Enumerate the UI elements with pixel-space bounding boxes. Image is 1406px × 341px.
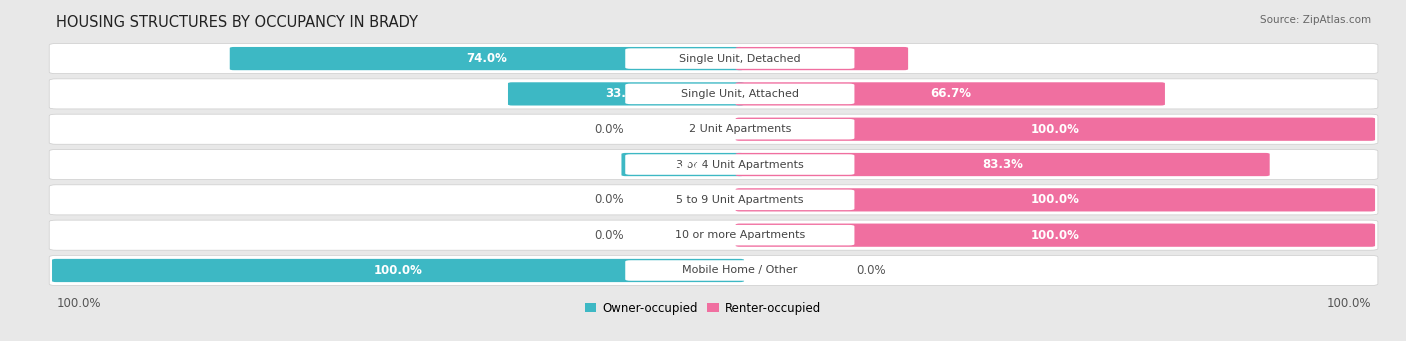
FancyBboxPatch shape (735, 153, 1270, 176)
Text: 74.0%: 74.0% (467, 52, 508, 65)
FancyBboxPatch shape (735, 224, 1375, 247)
Legend: Owner-occupied, Renter-occupied: Owner-occupied, Renter-occupied (579, 297, 827, 320)
Text: 0.0%: 0.0% (595, 193, 624, 206)
Text: Source: ZipAtlas.com: Source: ZipAtlas.com (1260, 15, 1371, 25)
Text: 100.0%: 100.0% (1031, 123, 1080, 136)
FancyBboxPatch shape (621, 153, 744, 176)
FancyBboxPatch shape (735, 188, 1375, 211)
FancyBboxPatch shape (626, 225, 855, 246)
Text: 0.0%: 0.0% (595, 229, 624, 242)
Text: 100.0%: 100.0% (56, 297, 101, 310)
FancyBboxPatch shape (49, 220, 1378, 250)
Text: 10 or more Apartments: 10 or more Apartments (675, 230, 806, 240)
Text: Mobile Home / Other: Mobile Home / Other (682, 266, 797, 276)
FancyBboxPatch shape (626, 84, 855, 104)
Text: 2 Unit Apartments: 2 Unit Apartments (689, 124, 792, 134)
Text: 100.0%: 100.0% (1326, 297, 1371, 310)
FancyBboxPatch shape (735, 47, 908, 70)
FancyBboxPatch shape (626, 154, 855, 175)
FancyBboxPatch shape (735, 118, 1375, 141)
Text: 66.7%: 66.7% (929, 87, 970, 100)
Text: 0.0%: 0.0% (595, 123, 624, 136)
Text: 100.0%: 100.0% (1031, 193, 1080, 206)
FancyBboxPatch shape (229, 47, 744, 70)
FancyBboxPatch shape (49, 255, 1378, 285)
FancyBboxPatch shape (49, 185, 1378, 215)
FancyBboxPatch shape (49, 44, 1378, 74)
Text: 100.0%: 100.0% (1031, 229, 1080, 242)
Text: HOUSING STRUCTURES BY OCCUPANCY IN BRADY: HOUSING STRUCTURES BY OCCUPANCY IN BRADY (56, 15, 418, 30)
Text: Single Unit, Attached: Single Unit, Attached (681, 89, 799, 99)
FancyBboxPatch shape (626, 260, 855, 281)
FancyBboxPatch shape (735, 82, 1166, 105)
FancyBboxPatch shape (626, 190, 855, 210)
Text: 5 to 9 Unit Apartments: 5 to 9 Unit Apartments (676, 195, 804, 205)
Text: 83.3%: 83.3% (983, 158, 1024, 171)
FancyBboxPatch shape (49, 79, 1378, 109)
FancyBboxPatch shape (49, 114, 1378, 144)
Text: 3 or 4 Unit Apartments: 3 or 4 Unit Apartments (676, 160, 804, 169)
FancyBboxPatch shape (626, 48, 855, 69)
FancyBboxPatch shape (52, 259, 744, 282)
Text: 100.0%: 100.0% (374, 264, 422, 277)
Text: 33.3%: 33.3% (606, 87, 647, 100)
Text: 16.7%: 16.7% (662, 158, 703, 171)
Text: Single Unit, Detached: Single Unit, Detached (679, 54, 800, 63)
Text: 0.0%: 0.0% (856, 264, 886, 277)
Text: 26.0%: 26.0% (801, 52, 842, 65)
FancyBboxPatch shape (508, 82, 744, 105)
FancyBboxPatch shape (49, 149, 1378, 180)
FancyBboxPatch shape (626, 119, 855, 139)
